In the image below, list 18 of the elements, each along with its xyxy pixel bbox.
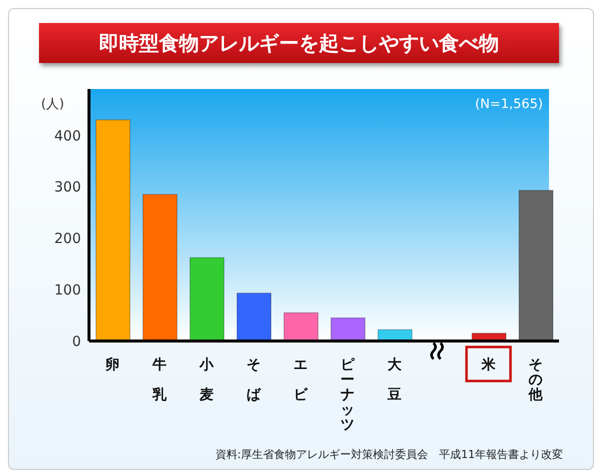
y-tick-label: 200 [54,231,81,248]
x-tick-label: 大豆 [386,357,402,403]
y-axis-title: (人) [41,96,64,113]
y-tick-label: 100 [54,282,81,299]
x-tick-label: 卵 [104,357,120,373]
x-tick-label: その他 [528,357,544,403]
annotation: (N=1,565) [475,97,543,112]
chart-title: 即時型食物アレルギーを起こしやすい食べ物 [39,23,559,63]
x-tick-label: 小麦 [198,357,214,403]
x-tick-label: そば [246,357,262,403]
y-tick-label: 400 [54,128,81,144]
y-tick-label: 0 [72,334,81,350]
x-tick-label: ピーナッツ [340,357,356,433]
x-tick-label: 牛乳 [152,357,168,403]
text: 資料:厚生省食物アレルギー対策検討委員会 平成11年報告書より改変 [215,447,563,462]
x-tick-label: エビ [294,357,308,403]
x-tick-label: 米 [480,357,496,373]
y-tick-label: 300 [54,180,81,196]
